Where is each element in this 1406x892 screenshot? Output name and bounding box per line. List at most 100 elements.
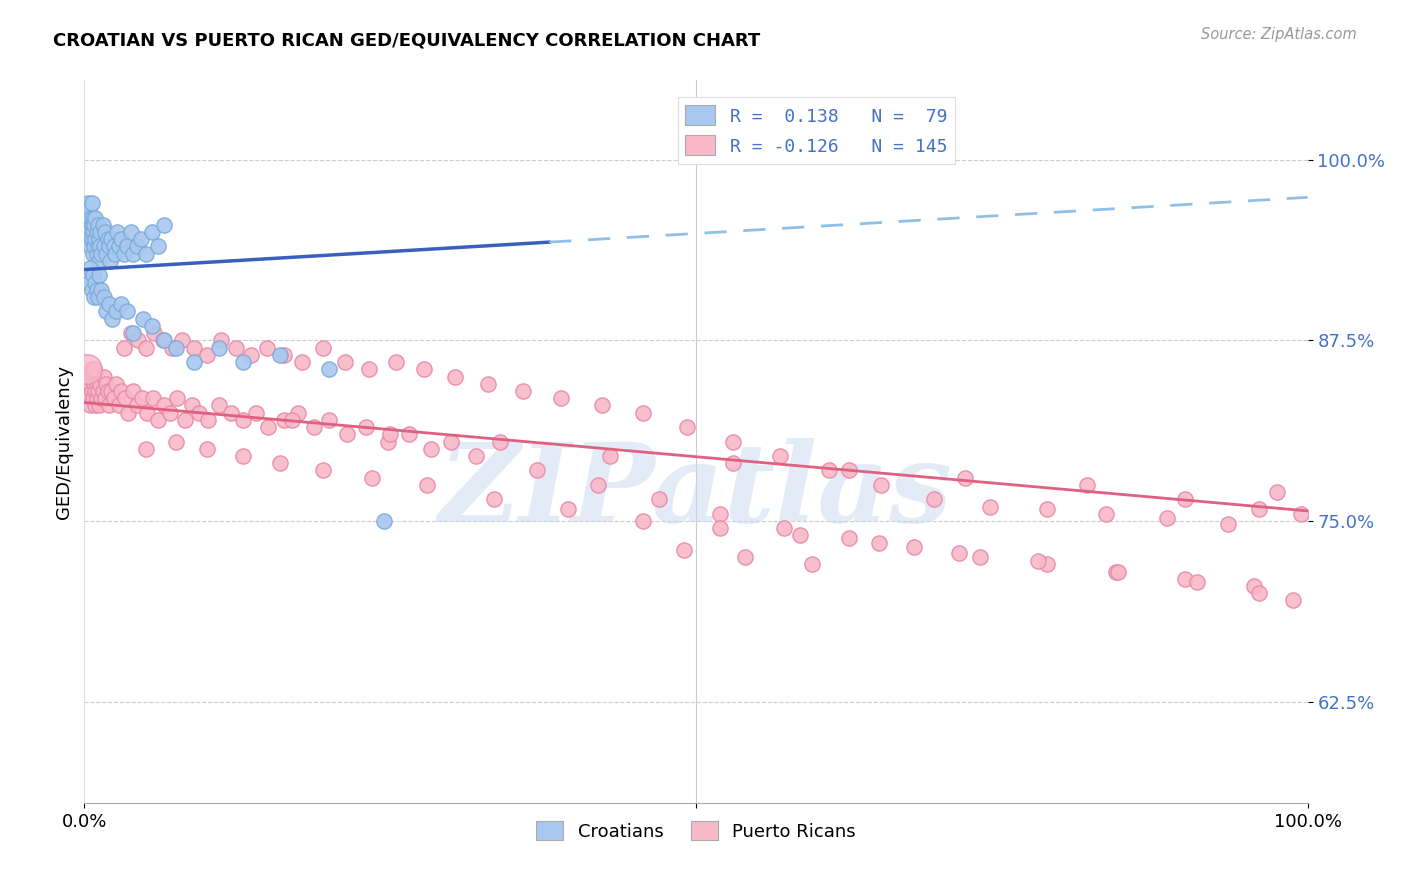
Point bbox=[142, 391, 165, 405]
Point bbox=[709, 507, 731, 521]
Point bbox=[838, 463, 860, 477]
Point bbox=[122, 384, 145, 398]
Point bbox=[1076, 478, 1098, 492]
Point bbox=[1247, 586, 1270, 600]
Point bbox=[77, 225, 100, 239]
Point bbox=[969, 550, 991, 565]
Point bbox=[354, 420, 377, 434]
Point bbox=[312, 341, 335, 355]
Point bbox=[100, 232, 122, 246]
Point bbox=[80, 218, 103, 232]
Point bbox=[75, 211, 97, 225]
Y-axis label: GED/Equivalency: GED/Equivalency bbox=[55, 365, 73, 518]
Point bbox=[86, 225, 108, 239]
Point bbox=[97, 399, 120, 413]
Point bbox=[84, 211, 107, 225]
Point bbox=[110, 384, 132, 398]
Point bbox=[83, 239, 105, 253]
Point bbox=[87, 268, 110, 283]
Text: ZIPatlas: ZIPatlas bbox=[439, 438, 953, 546]
Point bbox=[82, 225, 104, 239]
Point bbox=[773, 521, 796, 535]
Point bbox=[82, 369, 104, 384]
Point bbox=[1291, 507, 1313, 521]
Point bbox=[82, 391, 104, 405]
Point bbox=[84, 276, 107, 290]
Point bbox=[838, 532, 860, 546]
Point bbox=[79, 399, 101, 413]
Point bbox=[1036, 558, 1059, 572]
Point bbox=[477, 376, 499, 391]
Point bbox=[86, 391, 108, 405]
Point bbox=[87, 232, 110, 246]
Point bbox=[79, 239, 101, 253]
Legend: Croatians, Puerto Ricans: Croatians, Puerto Ricans bbox=[529, 814, 863, 848]
Point bbox=[135, 406, 157, 420]
Point bbox=[77, 196, 100, 211]
Point bbox=[416, 478, 439, 492]
Point bbox=[141, 225, 163, 239]
Point bbox=[135, 442, 157, 456]
Point bbox=[709, 521, 731, 535]
Point bbox=[122, 326, 145, 341]
Point bbox=[789, 528, 811, 542]
Point bbox=[79, 261, 101, 276]
Point bbox=[79, 376, 101, 391]
Point bbox=[165, 434, 187, 449]
Point bbox=[83, 376, 105, 391]
Point bbox=[769, 449, 792, 463]
Point bbox=[83, 362, 105, 376]
Point bbox=[380, 427, 402, 442]
Point bbox=[93, 369, 115, 384]
Point bbox=[96, 304, 118, 318]
Point bbox=[734, 550, 756, 565]
Point bbox=[80, 283, 103, 297]
Point bbox=[103, 391, 125, 405]
Point bbox=[83, 290, 105, 304]
Point bbox=[135, 341, 157, 355]
Point bbox=[105, 225, 128, 239]
Point bbox=[125, 239, 148, 253]
Point bbox=[591, 399, 613, 413]
Point bbox=[208, 341, 231, 355]
Point bbox=[87, 239, 110, 253]
Point bbox=[512, 384, 534, 398]
Point bbox=[398, 427, 420, 442]
Point bbox=[82, 268, 104, 283]
Point bbox=[77, 369, 100, 384]
Point bbox=[77, 391, 100, 405]
Point bbox=[152, 334, 174, 348]
Point bbox=[318, 362, 340, 376]
Point bbox=[1247, 502, 1270, 516]
Point bbox=[304, 420, 326, 434]
Point bbox=[146, 413, 169, 427]
Point bbox=[239, 348, 262, 362]
Point bbox=[79, 211, 101, 225]
Point bbox=[87, 384, 110, 398]
Point bbox=[93, 290, 115, 304]
Point bbox=[83, 218, 105, 232]
Point bbox=[91, 218, 114, 232]
Point bbox=[89, 239, 111, 253]
Point bbox=[141, 318, 163, 333]
Point bbox=[336, 427, 359, 442]
Point bbox=[489, 434, 512, 449]
Text: Source: ZipAtlas.com: Source: ZipAtlas.com bbox=[1201, 27, 1357, 42]
Point bbox=[105, 376, 128, 391]
Point bbox=[117, 406, 139, 420]
Point bbox=[377, 434, 399, 449]
Point bbox=[76, 362, 98, 376]
Point bbox=[143, 326, 166, 341]
Point bbox=[80, 232, 103, 246]
Point bbox=[172, 334, 194, 348]
Point bbox=[273, 413, 295, 427]
Point bbox=[1174, 492, 1197, 507]
Point bbox=[1107, 565, 1129, 579]
Point bbox=[333, 355, 356, 369]
Point bbox=[80, 196, 103, 211]
Point bbox=[1036, 502, 1059, 516]
Point bbox=[273, 348, 295, 362]
Point bbox=[195, 442, 218, 456]
Point bbox=[98, 254, 121, 268]
Point bbox=[1174, 572, 1197, 586]
